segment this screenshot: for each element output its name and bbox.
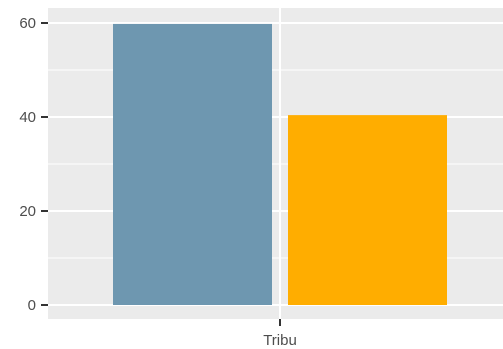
x-tick-label: Tribu [263,332,297,349]
y-axis: 0 20 40 60 [19,15,48,314]
y-tick-label: 40 [19,109,36,126]
y-tick-label: 0 [28,297,36,314]
bars [113,23,447,306]
bar [288,115,447,306]
bar [113,23,272,305]
y-tick-label: 60 [19,15,36,32]
x-axis: Tribu [263,319,297,349]
y-tick-label: 20 [19,203,36,220]
